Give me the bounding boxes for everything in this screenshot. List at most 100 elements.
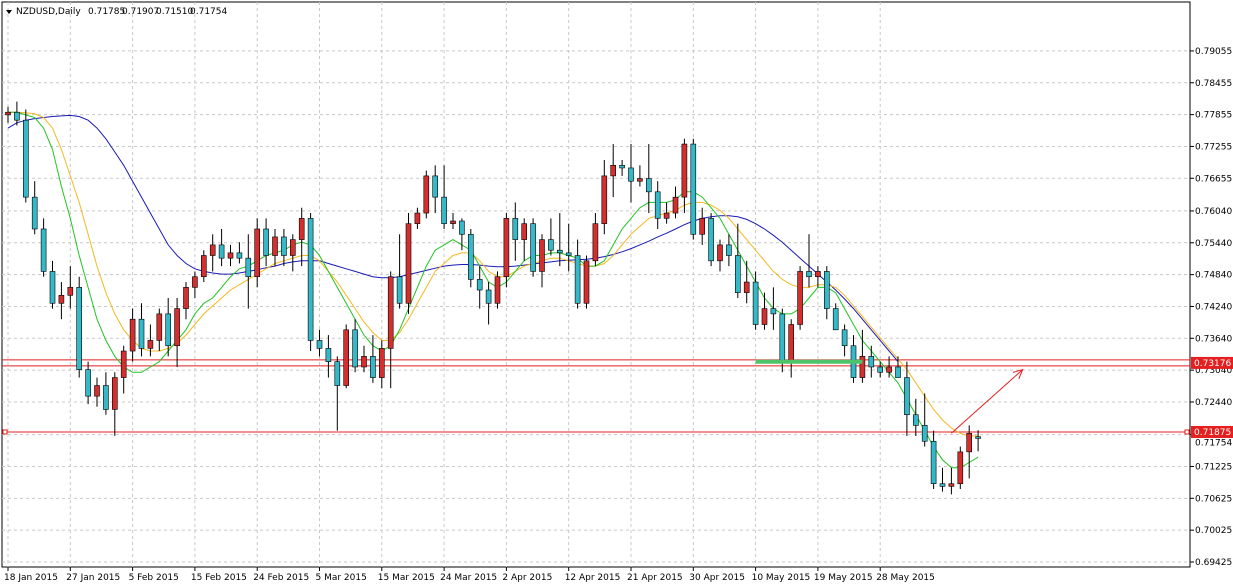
level-anchor-handle bbox=[1184, 429, 1190, 435]
candle-body bbox=[877, 366, 884, 373]
candle-body bbox=[788, 324, 795, 362]
candle-body bbox=[423, 175, 430, 214]
candle-body bbox=[752, 281, 759, 325]
candle-body bbox=[156, 313, 163, 341]
candle-body bbox=[120, 350, 127, 378]
candle-body bbox=[76, 287, 82, 370]
candle-body bbox=[467, 233, 474, 280]
candle-body bbox=[218, 244, 225, 259]
plot-frame bbox=[1, 1, 1191, 568]
y-tick-label: 0.70025 bbox=[1195, 526, 1232, 536]
candle-body bbox=[334, 361, 341, 386]
candle-body bbox=[263, 228, 269, 256]
candle-body bbox=[201, 255, 207, 278]
level-anchor-handle bbox=[2, 429, 8, 435]
ma-mid-line bbox=[8, 111, 979, 437]
candle-body bbox=[94, 385, 100, 397]
x-tick-label: 27 Jan 2015 bbox=[66, 573, 120, 583]
x-tick-label: 2 Apr 2015 bbox=[502, 573, 552, 583]
y-tick-label: 0.77255 bbox=[1195, 142, 1232, 152]
y-tick-label: 0.79055 bbox=[1195, 47, 1232, 57]
candle-body bbox=[254, 228, 260, 278]
candle-body bbox=[574, 255, 581, 304]
candle-body bbox=[904, 377, 910, 416]
chart-header: NZDUSD,Daily 0.71785 0.71907 0.71510 0.7… bbox=[6, 7, 227, 17]
candle-body bbox=[895, 366, 901, 378]
candle-body bbox=[485, 289, 492, 304]
candle-body bbox=[361, 356, 367, 368]
y-tick-label: 0.71225 bbox=[1195, 462, 1232, 472]
candle-body bbox=[40, 228, 47, 272]
y-tick-label: 0.76040 bbox=[1195, 207, 1232, 217]
x-tick-label: 30 Apr 2015 bbox=[689, 573, 745, 583]
candle-body bbox=[112, 377, 118, 410]
candle-body bbox=[930, 440, 937, 485]
candle-body bbox=[387, 276, 394, 349]
candle-body bbox=[654, 191, 661, 219]
candle-body bbox=[823, 271, 830, 309]
candle-body bbox=[921, 425, 928, 442]
candle-body bbox=[939, 483, 946, 487]
candle-body bbox=[325, 348, 332, 362]
x-tick-label: 28 May 2015 bbox=[876, 573, 935, 583]
candle-body bbox=[530, 223, 536, 272]
y-tick-label: 0.76655 bbox=[1195, 174, 1232, 184]
candle-body bbox=[761, 308, 768, 325]
header-close: 0.71754 bbox=[190, 7, 227, 17]
candle-body bbox=[743, 281, 750, 293]
candle-body bbox=[565, 252, 572, 256]
candle-body bbox=[343, 329, 350, 386]
level-lines bbox=[2, 359, 1190, 435]
moving-averages bbox=[7, 111, 979, 469]
candle-body bbox=[645, 178, 652, 193]
projection-arrow-head bbox=[1012, 368, 1024, 380]
y-tick-label: 0.74240 bbox=[1195, 302, 1232, 312]
candle-body bbox=[138, 318, 145, 349]
candle-body bbox=[245, 257, 252, 278]
price-axis: 0.79055 0.78455 0.77855 0.77255 0.76655 0.760… bbox=[1190, 47, 1233, 568]
candle-body bbox=[307, 218, 314, 341]
x-tick-label: 5 Mar 2015 bbox=[316, 573, 367, 583]
candle-body bbox=[414, 212, 421, 224]
candle-body bbox=[31, 196, 38, 230]
x-tick-label: 12 Apr 2015 bbox=[565, 573, 621, 583]
candle-body bbox=[672, 196, 679, 214]
y-tick-label: 0.74840 bbox=[1195, 271, 1232, 281]
candle-body bbox=[663, 212, 670, 219]
candle-body bbox=[690, 143, 697, 235]
candle-body bbox=[948, 483, 955, 487]
y-tick-label: 0.73040 bbox=[1195, 366, 1232, 376]
candle-body bbox=[726, 244, 732, 256]
x-tick-label: 18 Jan 2015 bbox=[4, 573, 58, 583]
x-tick-label: 15 Feb 2015 bbox=[191, 573, 247, 583]
candle-body bbox=[503, 218, 510, 278]
y-tick-label: 0.75440 bbox=[1195, 239, 1232, 249]
collapse-arrow-icon[interactable] bbox=[6, 10, 12, 14]
candle-body bbox=[539, 239, 545, 272]
candle-body bbox=[85, 369, 91, 397]
candle-body bbox=[352, 329, 358, 368]
candle-body bbox=[494, 276, 501, 304]
candle-body bbox=[966, 433, 973, 453]
candle-body bbox=[370, 356, 376, 378]
x-tick-label: 24 Mar 2015 bbox=[440, 573, 497, 583]
candle-body bbox=[22, 119, 29, 198]
candle-body bbox=[975, 436, 981, 439]
candle-body bbox=[103, 385, 109, 410]
candle-body bbox=[476, 279, 483, 291]
candle-body bbox=[236, 252, 243, 259]
x-tick-label: 21 Apr 2015 bbox=[627, 573, 683, 583]
x-tick-label: 24 Feb 2015 bbox=[253, 573, 309, 583]
candle-body bbox=[841, 329, 848, 347]
candle-body bbox=[708, 218, 714, 262]
candle-body bbox=[14, 111, 20, 121]
candle-body bbox=[628, 167, 634, 182]
candle-body bbox=[912, 414, 919, 426]
candle-body bbox=[806, 271, 812, 278]
candle-body bbox=[281, 236, 287, 256]
candle-body bbox=[592, 223, 599, 262]
candle-body bbox=[610, 164, 617, 177]
candle-body bbox=[637, 178, 643, 182]
candle-body bbox=[183, 287, 189, 309]
